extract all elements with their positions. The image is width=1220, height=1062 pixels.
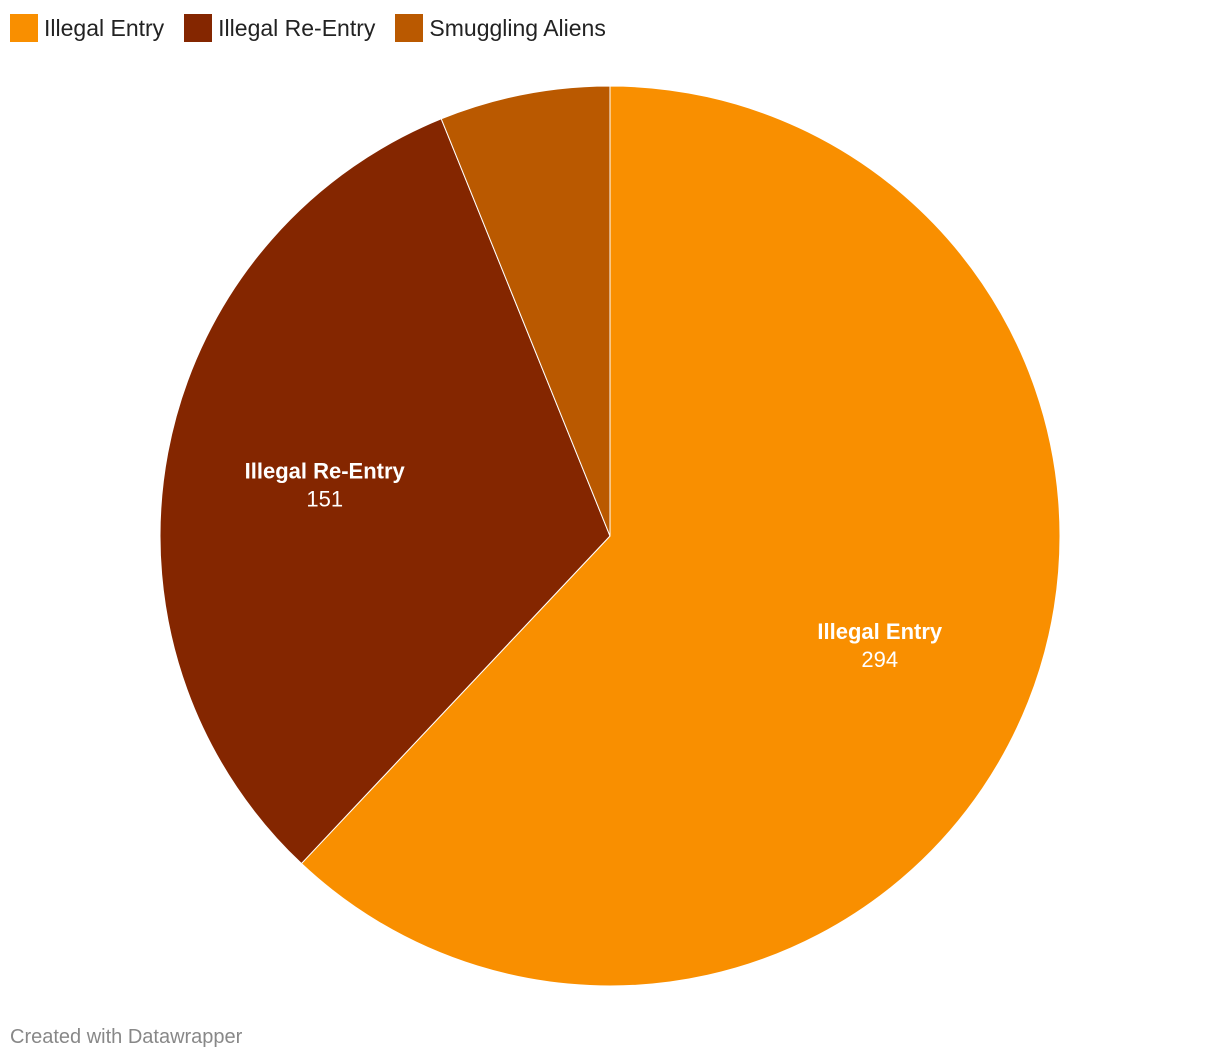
legend-swatch-illegal-entry (10, 14, 38, 42)
legend-item-illegal-re-entry: Illegal Re-Entry (184, 14, 375, 42)
legend-label-smuggling-aliens: Smuggling Aliens (429, 14, 606, 41)
legend-label-illegal-re-entry: Illegal Re-Entry (218, 14, 376, 41)
legend-label-illegal-entry: Illegal Entry (44, 14, 165, 41)
legend-item-smuggling-aliens: Smuggling Aliens (395, 14, 606, 42)
legend-swatch-smuggling-aliens (395, 14, 424, 42)
chart-legend: Illegal Entry Illegal Re-Entry Smuggling… (10, 12, 606, 44)
pie-slice-smuggling-aliens (440, 85, 611, 537)
credit-footer: Created with Datawrapper (10, 1026, 243, 1048)
slice-value-illegal-re-entry: 151 (306, 486, 343, 511)
slice-label-illegal-entry: Illegal Entry (817, 619, 942, 644)
pie-slice-illegal-entry (300, 85, 1061, 987)
slice-label-illegal-re-entry: Illegal Re-Entry (245, 458, 406, 483)
legend-swatch-illegal-re-entry (184, 14, 213, 42)
pie-slice-illegal-re-entry (159, 118, 611, 865)
legend-item-illegal-entry: Illegal Entry (10, 14, 164, 42)
slice-value-illegal-entry: 294 (861, 647, 898, 672)
